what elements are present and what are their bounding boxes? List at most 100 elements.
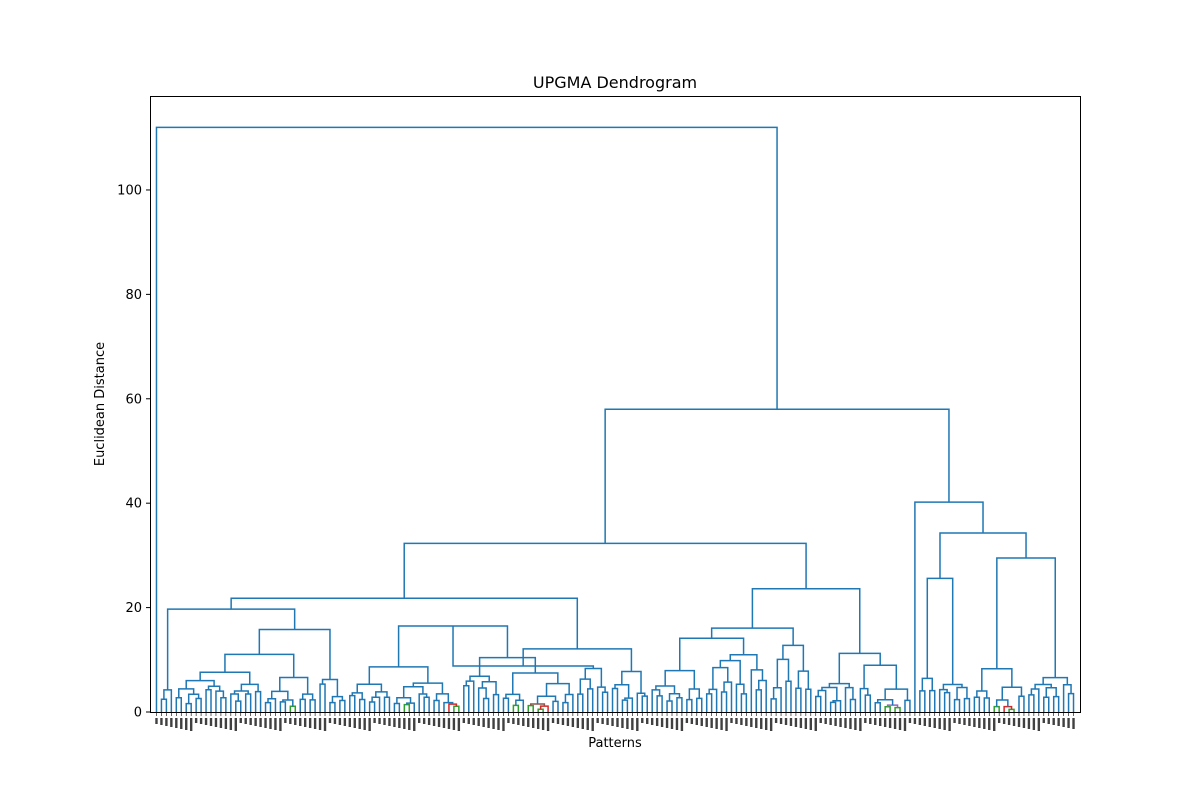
dendrogram-link — [1067, 692, 1075, 712]
leaf-label-glyph — [928, 718, 931, 727]
dendrogram-link — [435, 693, 450, 703]
leaf-label-glyph — [626, 718, 629, 729]
dendrogram-link — [708, 688, 718, 712]
leaf-label-glyph — [180, 718, 183, 729]
leaf-label-glyph — [442, 718, 446, 728]
leaf-label-glyph — [487, 718, 490, 728]
leaf-label-glyph — [933, 718, 936, 728]
leaf-label-glyph — [903, 718, 907, 731]
dendrogram-links — [155, 126, 1075, 712]
leaf-label-glyph — [943, 718, 946, 730]
dendrogram-link — [782, 644, 805, 672]
dendrogram-link — [636, 692, 646, 712]
dendrogram-link — [688, 688, 701, 700]
dendrogram-link — [477, 687, 487, 712]
leaf-label-glyph — [809, 718, 813, 730]
leaf-label-glyph — [457, 718, 461, 731]
leaf-label-glyph — [497, 718, 500, 730]
leaf-label-glyph — [581, 718, 584, 729]
leaf-label-glyph — [541, 718, 545, 730]
y-tick-label: 100 — [117, 183, 142, 198]
leaf-label-glyph — [641, 718, 644, 723]
leaf-label-glyph — [1052, 718, 1055, 725]
leaf-label-glyph — [427, 718, 431, 725]
leaf-label-glyph — [224, 718, 228, 729]
leaf-label-glyph — [680, 718, 684, 731]
dendrogram-link — [258, 628, 331, 680]
leaf-label-glyph — [675, 718, 679, 730]
leaf-label-glyph — [323, 718, 327, 731]
leaf-label-glyph — [1002, 718, 1006, 724]
leaf-label-glyph — [725, 718, 728, 731]
dendrogram-link — [859, 687, 869, 712]
leaf-label-glyph — [299, 718, 302, 726]
dendrogram-link — [797, 670, 810, 690]
dendrogram-link — [876, 699, 894, 706]
leaf-label-glyph — [308, 718, 312, 728]
leaf-label-glyph — [328, 718, 332, 723]
dendrogram-link — [668, 692, 681, 702]
leaf-label-glyph — [1037, 718, 1041, 731]
leaf-label-glyph — [750, 718, 753, 727]
dendrogram-link — [482, 697, 490, 712]
leaf-label-glyph — [155, 718, 158, 724]
leaf-label-glyph — [536, 718, 540, 729]
leaf-label-glyph — [1022, 718, 1026, 728]
leaf-label-glyph — [621, 718, 624, 728]
dendrogram-link — [664, 669, 696, 689]
leaf-label-glyph — [234, 718, 237, 731]
leaf-label-glyph — [888, 718, 892, 728]
dendrogram-link — [155, 126, 778, 712]
leaf-label-glyph — [670, 718, 674, 729]
leaf-label-glyph — [611, 718, 614, 726]
leaf-label-glyph — [824, 718, 827, 724]
leaf-label-glyph — [532, 718, 535, 728]
leaf-label-glyph — [229, 718, 233, 730]
leaf-label-glyph — [660, 718, 664, 727]
dendrogram-link — [406, 702, 415, 712]
dendrogram-link — [469, 675, 490, 682]
dendrogram-link — [919, 690, 926, 712]
leaf-label-glyph — [665, 718, 669, 728]
leaf-label-glyph — [710, 718, 713, 728]
dendrogram-link — [712, 666, 729, 690]
leaf-label-glyph — [596, 718, 599, 723]
dendrogram-link — [993, 705, 1000, 712]
leaf-label-glyph — [844, 718, 847, 728]
leaf-label-glyph — [1007, 718, 1011, 725]
leaf-label-glyph — [189, 718, 193, 731]
dendrogram-link — [1045, 686, 1057, 698]
dendrogram-link — [270, 690, 289, 700]
leaf-label-glyph — [556, 718, 560, 724]
dendrogram-link — [1003, 705, 1013, 712]
leaf-label-glyph — [794, 718, 798, 727]
leaf-label-glyph — [1057, 718, 1060, 726]
dendrogram-link — [375, 691, 388, 698]
leaf-label-glyph — [893, 718, 897, 729]
y-axis-ticks: 0 20 40 60 80 100 — [117, 183, 150, 721]
leaf-label-glyph — [214, 718, 218, 727]
dendrogram-link — [758, 679, 767, 712]
leaf-label-glyph — [546, 718, 550, 731]
leaf-label-glyph — [269, 718, 272, 729]
leaf-label-glyph — [561, 718, 565, 725]
y-axis-label: Euclidean Distance — [93, 342, 108, 466]
leaf-label-glyph — [908, 718, 912, 723]
leaf-label-glyph — [343, 718, 347, 726]
y-tick-label: 0 — [134, 706, 142, 721]
leaf-label-glyph — [1027, 718, 1031, 729]
dendrogram-link — [584, 667, 603, 688]
plot-frame — [150, 96, 1081, 713]
dendrogram-link — [267, 697, 277, 712]
leaf-label-glyph — [1017, 718, 1021, 727]
leaf-label-glyph — [576, 718, 580, 728]
dendrogram-link — [175, 696, 183, 712]
dendrogram-link — [755, 689, 762, 712]
dendrogram-link — [215, 690, 225, 712]
leaf-label-glyph — [591, 718, 594, 731]
leaf-label-glyph — [769, 718, 773, 731]
leaf-label-glyph — [834, 718, 837, 726]
leaf-label-glyph — [338, 718, 342, 725]
leaf-label-glyph — [492, 718, 495, 729]
leaf-label-glyph — [874, 718, 877, 725]
